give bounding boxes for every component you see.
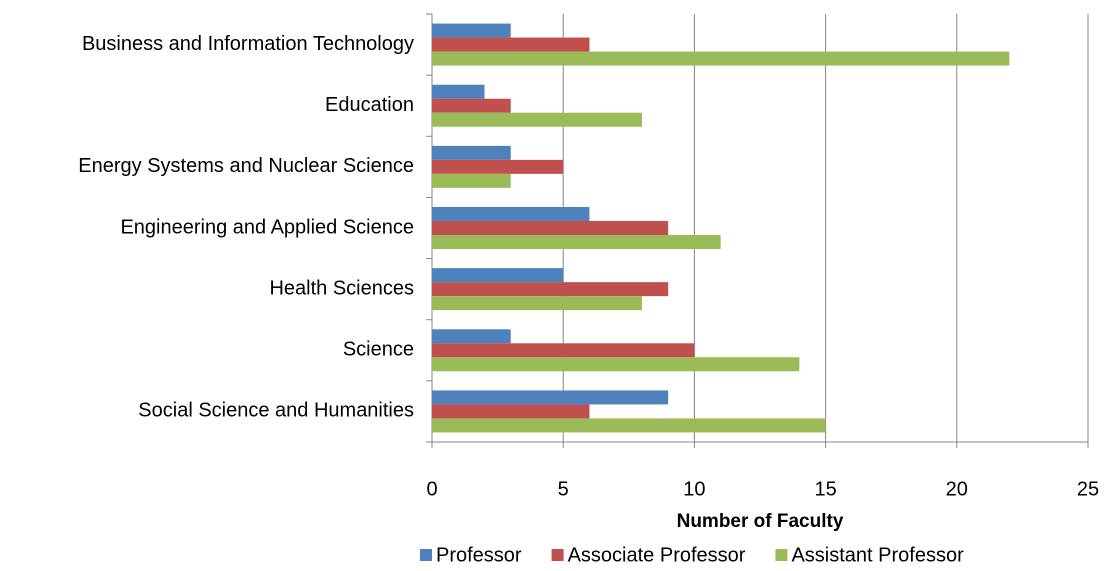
bar — [432, 221, 669, 235]
x-tick-label: 20 — [946, 478, 968, 500]
x-axis-title: Number of Faculty — [677, 511, 844, 532]
bar — [432, 357, 800, 372]
y-tick-label: Science — [343, 339, 414, 361]
bar — [432, 296, 642, 311]
bar — [432, 418, 826, 433]
bar — [432, 84, 485, 99]
y-tick-label: Education — [325, 94, 414, 116]
bar — [432, 282, 669, 297]
bar — [432, 207, 590, 221]
bar — [432, 173, 511, 188]
y-tick-label: Energy Systems and Nuclear Science — [78, 155, 414, 177]
x-tick-label: 15 — [814, 478, 836, 500]
legend-label: Assistant Professor — [791, 544, 964, 566]
bar — [432, 112, 642, 127]
bar — [432, 343, 695, 358]
legend-swatch — [775, 549, 788, 561]
y-tick-label: Health Sciences — [269, 277, 414, 299]
bar — [432, 404, 590, 419]
bar — [432, 329, 511, 344]
y-tick-label: Social Science and Humanities — [138, 400, 414, 422]
x-tick-label: 0 — [426, 478, 437, 500]
x-tick-label: 10 — [683, 478, 705, 500]
bar — [432, 145, 511, 160]
legend-label: Associate Professor — [568, 544, 746, 566]
x-tick-label: 25 — [1077, 478, 1099, 500]
bar — [432, 23, 511, 38]
legend-swatch — [420, 549, 432, 561]
legend-label: Professor — [436, 544, 522, 566]
bar — [432, 235, 721, 249]
y-tick-label: Business and Information Technology — [82, 33, 414, 55]
bar — [432, 51, 1010, 66]
x-tick-label: 5 — [558, 478, 569, 500]
bar — [432, 390, 669, 405]
y-tick-label: Engineering and Applied Science — [120, 216, 414, 238]
bar — [432, 268, 564, 283]
bar — [432, 37, 590, 52]
legend-swatch — [551, 549, 564, 561]
bar — [432, 159, 564, 174]
bar — [432, 98, 511, 113]
